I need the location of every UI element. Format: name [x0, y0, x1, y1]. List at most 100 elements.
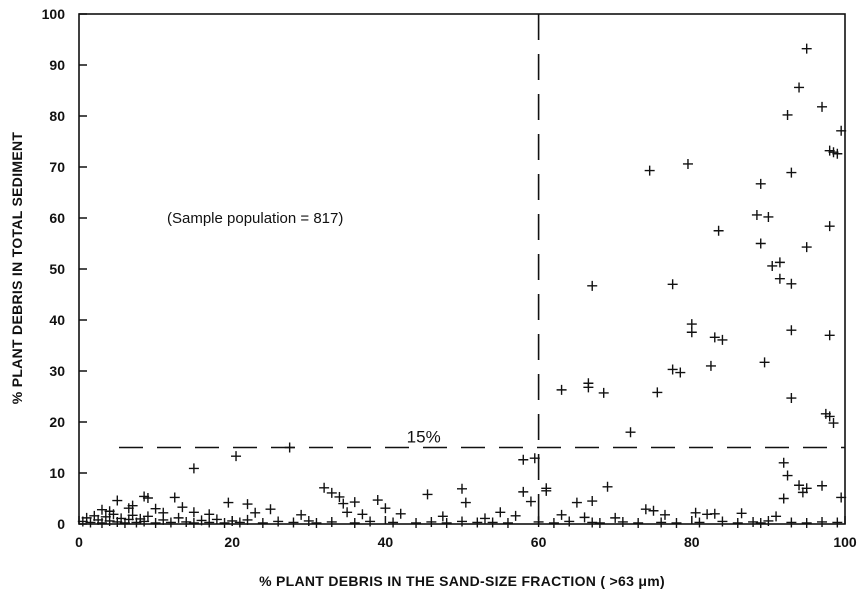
data-point: [250, 507, 261, 518]
data-point: [303, 515, 314, 526]
data-point: [231, 451, 242, 462]
data-point: [587, 280, 598, 291]
y-tick-label: 60: [49, 210, 65, 226]
data-point: [188, 517, 199, 528]
data-point: [644, 165, 655, 176]
data-point: [682, 158, 693, 169]
data-point: [234, 517, 245, 528]
data-point: [142, 492, 153, 503]
data-point: [587, 496, 598, 507]
data-point: [479, 513, 490, 524]
data-point: [326, 516, 337, 527]
data-point: [786, 517, 797, 528]
data-point: [832, 517, 843, 528]
data-point: [495, 507, 506, 518]
data-point: [123, 503, 134, 514]
data-point: [617, 516, 628, 527]
data-point: [85, 517, 96, 528]
data-point: [763, 211, 774, 222]
data-point: [181, 516, 192, 527]
data-point: [108, 509, 119, 520]
data-point: [533, 516, 544, 527]
data-point: [797, 487, 808, 498]
data-point: [556, 509, 567, 520]
y-tick-label: 20: [49, 414, 65, 430]
data-point: [349, 517, 360, 528]
data-point: [690, 507, 701, 518]
data-point: [571, 497, 582, 508]
data-point: [525, 496, 536, 507]
y-tick-label: 40: [49, 312, 65, 328]
data-point: [782, 109, 793, 120]
data-point: [748, 516, 759, 527]
data-point: [150, 517, 161, 528]
data-point: [778, 493, 789, 504]
y-axis-title: % PLANT DEBRIS IN TOTAL SEDIMENT: [9, 132, 25, 405]
sample-population-annotation: (Sample population = 817): [167, 210, 343, 227]
data-point: [774, 257, 785, 268]
data-point: [242, 514, 253, 525]
data-point: [751, 209, 762, 220]
data-point: [518, 486, 529, 497]
data-point: [828, 147, 839, 158]
data-point: [502, 517, 513, 528]
data-point: [579, 512, 590, 523]
x-tick-label: 60: [531, 534, 547, 550]
data-point: [173, 512, 184, 523]
data-point: [594, 517, 605, 528]
data-point: [104, 515, 115, 526]
data-point: [767, 260, 778, 271]
data-point: [564, 516, 575, 527]
data-point: [713, 225, 724, 236]
data-point: [782, 470, 793, 481]
data-point: [828, 418, 839, 429]
data-point: [640, 504, 651, 515]
data-point: [786, 325, 797, 336]
data-point: [357, 509, 368, 520]
data-point: [625, 427, 636, 438]
data-point: [755, 178, 766, 189]
data-point: [411, 517, 422, 528]
data-point: [602, 481, 613, 492]
data-point: [188, 507, 199, 518]
data-point: [659, 509, 670, 520]
data-point: [801, 43, 812, 54]
data-point: [372, 495, 383, 506]
data-point: [583, 382, 594, 393]
data-point: [794, 480, 805, 491]
threshold-label: 15%: [407, 428, 441, 447]
data-point: [334, 491, 345, 502]
data-point: [794, 82, 805, 93]
data-point: [169, 492, 180, 503]
data-point: [510, 510, 521, 521]
y-tick-label: 80: [49, 108, 65, 124]
data-point: [211, 514, 222, 525]
data-point: [759, 357, 770, 368]
data-point: [709, 508, 720, 519]
y-tick-label: 90: [49, 57, 65, 73]
y-tick-label: 10: [49, 465, 65, 481]
data-point: [732, 517, 743, 528]
data-point: [257, 517, 268, 528]
data-point: [755, 238, 766, 249]
data-point: [338, 498, 349, 509]
data-point: [457, 516, 467, 527]
data-point: [824, 221, 835, 232]
data-point: [667, 364, 678, 375]
data-point: [319, 482, 330, 493]
data-point: [763, 515, 774, 526]
data-point: [801, 517, 812, 528]
data-point: [395, 508, 406, 519]
data-point: [717, 334, 728, 345]
data-point: [824, 330, 835, 341]
data-point: [556, 384, 567, 395]
data-point: [177, 502, 188, 513]
x-tick-label: 80: [684, 534, 700, 550]
data-point: [96, 517, 107, 528]
data-point: [223, 497, 234, 508]
y-tick-label: 0: [57, 516, 65, 532]
data-point: [774, 273, 785, 284]
x-tick-label: 40: [378, 534, 394, 550]
data-point: [529, 453, 540, 464]
data-point: [150, 503, 161, 514]
